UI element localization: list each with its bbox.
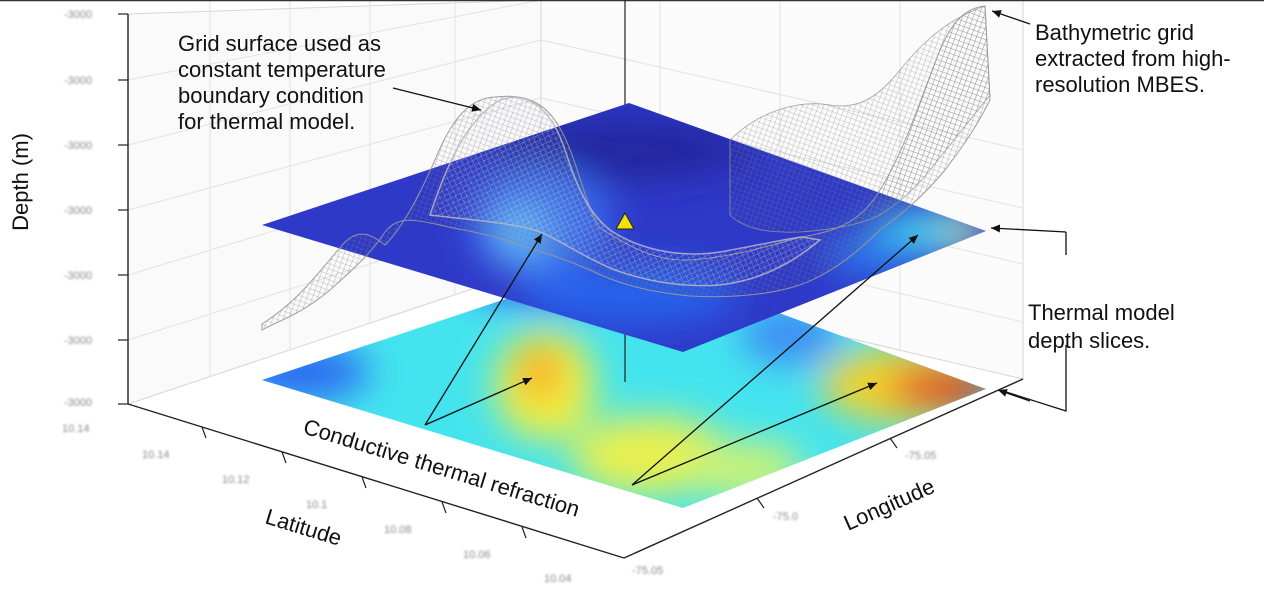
- bathymetric-note-line: Bathymetric grid: [1035, 20, 1194, 45]
- depth-tick-label: -3000: [64, 205, 92, 217]
- latitude-tick-label: 10.14: [62, 423, 90, 435]
- depth-tick-label: -3000: [64, 270, 92, 282]
- refraction-arrow-3: [631, 234, 919, 486]
- grid-surface-note-line: for thermal model.: [178, 109, 355, 134]
- depth-tick-label: -3000: [64, 9, 92, 21]
- latitude-tick-label: 10.04: [544, 573, 572, 585]
- depth-tick-label: -3000: [64, 335, 92, 347]
- longitude-tick-label: -75.0: [773, 511, 798, 523]
- depth-slices-arrow-bottom: [997, 389, 1031, 402]
- longitude-axis-line: [623, 378, 1024, 559]
- longitude-axis-title: Longitude: [840, 473, 938, 535]
- bathymetric-mesh: [261, 5, 991, 331]
- grid-surface-note-line: constant temperature: [178, 57, 386, 82]
- latitude-axis-title: Latitude: [263, 504, 345, 551]
- latitude-tick-label: 10.1: [306, 499, 327, 511]
- latitude-tick-label: 10.12: [222, 474, 250, 486]
- longitude-tick-label: -75.05: [905, 450, 936, 462]
- bathymetric-note-line: resolution MBES.: [1035, 72, 1205, 97]
- longitude-tick-labels: -75.05 -75.0 -75.05: [632, 450, 936, 577]
- latitude-tick-label: 10.06: [463, 549, 491, 561]
- bathymetric-arrow: [991, 10, 1031, 25]
- refraction-arrow-4: [631, 382, 878, 486]
- depth-slices-arrow-top: [990, 224, 1067, 233]
- depth-tick-label: -3000: [64, 397, 92, 409]
- depth-slices-note-line: depth slices.: [1028, 328, 1150, 353]
- grid-surface-note-line: boundary condition: [178, 83, 364, 108]
- axes: [0, 0, 1264, 559]
- grid-surface-note-line: Grid surface used as: [178, 31, 381, 56]
- refraction-arrow-2: [424, 377, 533, 426]
- latitude-tick-label: 10.08: [384, 524, 412, 536]
- annotation-arrows: [392, 10, 1067, 486]
- mesh-right-wall: [729, 5, 991, 233]
- depth-tick-label: -3000: [64, 75, 92, 87]
- depth-slices-note-line: Thermal model: [1028, 300, 1175, 325]
- axis-ticks: [118, 13, 898, 539]
- depth-axis-title: Depth (m): [8, 133, 33, 231]
- bathymetric-note-line: extracted from high-: [1035, 46, 1231, 71]
- bathymetric-note: Bathymetric grid extracted from high- re…: [1035, 20, 1231, 97]
- mesh-ridge-highlight: [428, 96, 822, 287]
- latitude-tick-label: 10.14: [142, 449, 170, 461]
- depth-slices-bracket-bottom: [1002, 345, 1067, 412]
- depth-slices-note: Thermal model depth slices.: [1028, 300, 1175, 353]
- latitude-axis-line: [127, 403, 625, 559]
- latitude-tick-labels: 10.14 10.14 10.12 10.1 10.08 10.06 10.04: [62, 423, 572, 585]
- depth-tick-label: -3000: [64, 140, 92, 152]
- bottom-slice-base: [262, 258, 986, 508]
- depth-tick-labels: -3000 -3000 -3000 -3000 -3000 -3000 -300…: [64, 9, 92, 409]
- grid-surface-arrow: [392, 87, 482, 112]
- grid-surface-note: Grid surface used as constant temperatur…: [178, 31, 386, 134]
- longitude-tick-label: -75.05: [632, 565, 663, 577]
- refraction-arrow-1: [424, 233, 543, 426]
- station-marker-icon: [615, 211, 635, 230]
